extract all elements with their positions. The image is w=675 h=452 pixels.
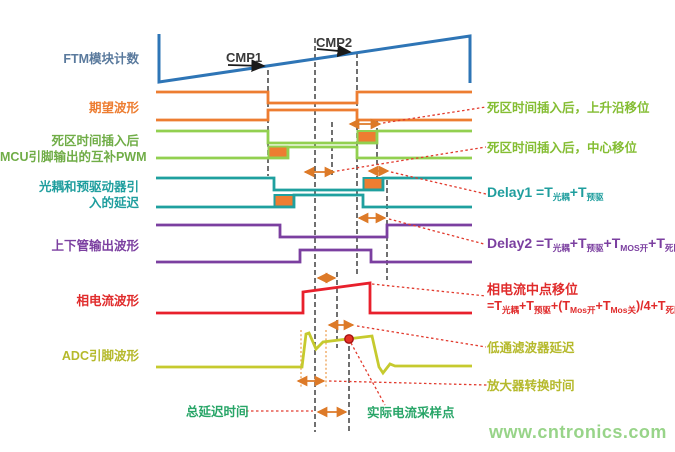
midpoint-s1: 光耦	[501, 305, 519, 315]
ftm-counter-waveform	[157, 34, 472, 84]
delay2-sub3: MOS开	[620, 243, 649, 253]
delay1-sub1: 光耦	[552, 192, 570, 202]
cmp1-label: CMP1	[226, 50, 263, 65]
delay2-sub1: 光耦	[552, 243, 570, 253]
midpoint-s5: 死区	[665, 305, 675, 315]
annotation-total-delay: 总延迟时间	[186, 405, 249, 419]
midpoint-f1: =T	[487, 299, 502, 313]
midpoint-f2: +T	[518, 299, 534, 313]
deadtime-blocks	[267, 130, 384, 208]
row-label-opto-delay: 光耦和预驱动器引 入的延迟	[0, 179, 139, 211]
dimension-arrows	[296, 118, 390, 418]
annotation-lpf-delay: 低通滤波器延迟	[487, 341, 575, 355]
annotation-center-shift: 死区时间插入后，中心移位	[487, 141, 638, 155]
opto-low-trace	[156, 193, 472, 209]
midpoint-f4: +T	[595, 299, 611, 313]
delay1-sub2: 预驱	[586, 192, 604, 202]
expected-pwm-low-trace	[156, 108, 472, 122]
row-label-opto-delay-line1: 光耦和预驱动器引	[38, 180, 139, 194]
cmp2-label: CMP2	[316, 35, 353, 50]
delay1-plus: +T	[569, 184, 587, 200]
midpoint-f3: +(T	[550, 299, 571, 313]
annotation-delay2: Delay2 =T光耦+T预驱+TMOS开+T死区	[487, 235, 675, 253]
phase-current-waveform	[156, 281, 472, 315]
row-label-expected-waveform: 期望波形	[88, 101, 139, 115]
annotation-midpoint-title: 相电流中点移位	[487, 282, 579, 297]
delay2-sub2: 预驱	[586, 243, 604, 253]
delay2-plus1: +T	[569, 235, 587, 251]
annotation-rising-edge-shift: 死区时间插入后，上升沿移位	[487, 101, 650, 115]
row-label-opto-delay-line2: 入的延迟	[88, 196, 139, 210]
row-label-deadtime-pwm-line1: 死区时间插入后	[51, 134, 139, 148]
delay2-plus2: +T	[603, 235, 621, 251]
adc-pin-waveform	[156, 331, 472, 376]
annotation-delay1: Delay1 =T光耦+T预驱	[487, 184, 604, 202]
annotation-midpoint-formula: =T光耦+T预驱+(TMos开+TMos关)/4+T死区/2	[487, 298, 675, 314]
midpoint-s4: Mos关	[610, 305, 636, 315]
row-label-deadtime-pwm-line2: MCU引脚输出的互补PWM	[0, 150, 147, 164]
sample-point-dot	[344, 334, 354, 344]
midpoint-s3: Mos开	[570, 305, 596, 315]
gate-low-trace	[156, 248, 472, 264]
row-label-gate-output: 上下管输出波形	[51, 239, 139, 253]
annotation-sample-point: 实际电流采样点	[367, 406, 455, 420]
site-watermark: www.cntronics.com	[489, 422, 667, 442]
midpoint-s2: 预驱	[533, 305, 551, 315]
opto-high-trace	[156, 176, 472, 192]
cmp-pointers	[227, 44, 352, 72]
row-label-phase-current: 相电流波形	[76, 294, 139, 308]
gate-high-trace	[156, 223, 472, 239]
delay2-plus3: +T	[648, 235, 665, 251]
mcu-pwm-low-trace	[156, 145, 472, 160]
dashed-guides	[267, 38, 388, 432]
row-label-ftm-counter: FTM模块计数	[63, 52, 139, 66]
annotation-amp-time: 放大器转换时间	[487, 379, 575, 393]
mcu-pwm-high-trace	[156, 129, 472, 145]
row-label-deadtime-pwm: 死区时间插入后 MCU引脚输出的互补PWM	[0, 133, 147, 165]
delay2-text: Delay2 =T	[487, 235, 553, 251]
delay2-sub4: 死区	[664, 243, 675, 253]
annotation-leaders	[246, 106, 488, 412]
expected-pwm-high-trace	[156, 90, 472, 105]
midpoint-f5: )/4+T	[635, 299, 666, 313]
row-label-adc-pin: ADC引脚波形	[61, 349, 139, 363]
delay1-text: Delay1 =T	[487, 184, 553, 200]
